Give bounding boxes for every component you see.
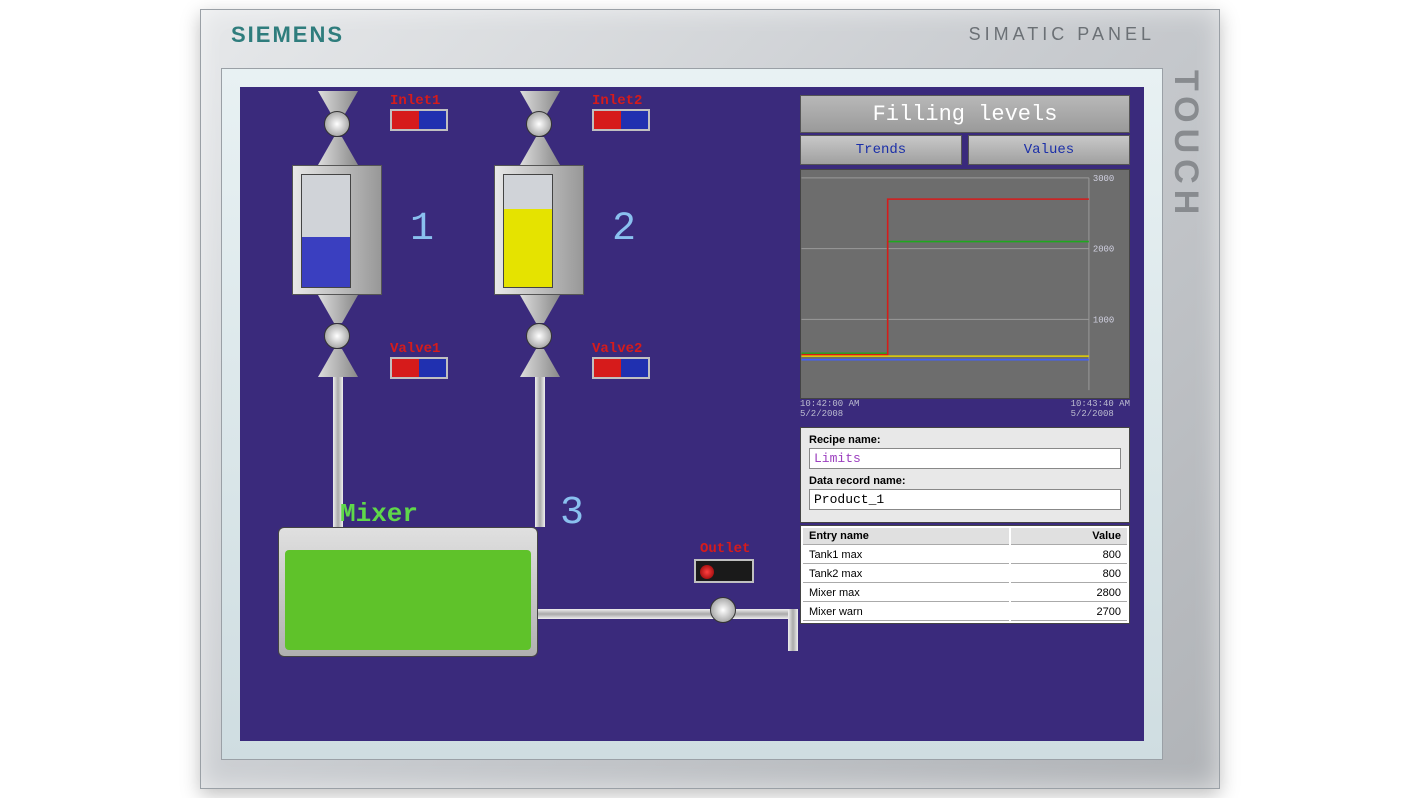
valve1-indicator[interactable] bbox=[390, 357, 448, 379]
valve2-cone-icon bbox=[520, 349, 560, 377]
filling-levels-title: Filling levels bbox=[800, 95, 1130, 133]
tank2-top-cone-icon bbox=[520, 137, 560, 165]
mixer-number: 3 bbox=[560, 491, 584, 536]
tank1-number: 1 bbox=[410, 207, 434, 252]
entry-name-cell: Tank1 max bbox=[803, 547, 1009, 564]
mixer-fill bbox=[285, 550, 531, 650]
inlet2-valve[interactable] bbox=[526, 111, 552, 137]
entry-value-cell: 2800 bbox=[1011, 585, 1127, 602]
chart-x-right: 10:43:40 AM 5/2/2008 bbox=[1071, 399, 1130, 419]
svg-text:3000: 3000 bbox=[1093, 174, 1114, 184]
table-row[interactable]: Tank2 max800 bbox=[803, 566, 1127, 583]
trend-chart-svg: 1000 2000 3000 bbox=[801, 170, 1129, 398]
tank1-fill bbox=[302, 237, 350, 287]
valve2[interactable] bbox=[526, 323, 552, 349]
table-row[interactable]: Tank1 max800 bbox=[803, 547, 1127, 564]
panel-model-label: SIMATIC PANEL bbox=[969, 24, 1155, 45]
tank1-sight-glass bbox=[301, 174, 351, 288]
recipe-name-field[interactable] bbox=[809, 448, 1121, 469]
data-record-label: Data record name: bbox=[809, 475, 906, 487]
recipe-panel: Recipe name: Data record name: bbox=[800, 427, 1130, 523]
valve1-cone-icon bbox=[318, 349, 358, 377]
chart-x-axis-labels: 10:42:00 AM 5/2/2008 10:43:40 AM 5/2/200… bbox=[800, 399, 1130, 419]
outlet-indicator[interactable] bbox=[694, 559, 754, 583]
trend-chart[interactable]: 1000 2000 3000 bbox=[800, 169, 1130, 399]
brand-logo: SIEMENS bbox=[231, 22, 344, 48]
tab-trends[interactable]: Trends bbox=[800, 135, 962, 165]
inlet2-indicator-blue bbox=[621, 111, 648, 129]
outlet-pipe bbox=[538, 609, 788, 619]
recipe-name-label: Recipe name: bbox=[809, 434, 881, 446]
inlet1-label: Inlet1 bbox=[390, 93, 440, 109]
chart-tabs: Trends Values bbox=[800, 135, 1130, 165]
col-value: Value bbox=[1011, 528, 1127, 545]
chart-x-left-time: 10:42:00 AM bbox=[800, 399, 859, 409]
pipe-tank2-to-mixer bbox=[535, 377, 545, 527]
tank2[interactable] bbox=[494, 165, 584, 295]
valve2-indicator[interactable] bbox=[592, 357, 650, 379]
tank1-top-cone-icon bbox=[318, 137, 358, 165]
mixer-label: Mixer bbox=[340, 499, 418, 529]
entry-value-cell: 800 bbox=[1011, 566, 1127, 583]
valve1-indicator-blue bbox=[419, 359, 446, 377]
inlet1-valve[interactable] bbox=[324, 111, 350, 137]
touch-label: TOUCH bbox=[1166, 70, 1205, 220]
device-bezel: SIEMENS SIMATIC PANEL TOUCH Inlet1 Inlet… bbox=[200, 9, 1220, 789]
entry-name-cell: Mixer warn bbox=[803, 604, 1009, 621]
svg-text:1000: 1000 bbox=[1093, 315, 1114, 325]
table-row[interactable]: Mixer max2800 bbox=[803, 585, 1127, 602]
table-row[interactable]: Mixer warn2700 bbox=[803, 604, 1127, 621]
valve1-indicator-red bbox=[392, 359, 419, 377]
tank2-fill bbox=[504, 209, 552, 287]
inner-frame: Inlet1 Inlet2 bbox=[221, 68, 1163, 760]
entry-value-cell: 2700 bbox=[1011, 604, 1127, 621]
valve1[interactable] bbox=[324, 323, 350, 349]
tank2-bottom-cone-icon bbox=[520, 295, 560, 323]
entry-value-cell: 800 bbox=[1011, 547, 1127, 564]
tab-values[interactable]: Values bbox=[968, 135, 1130, 165]
entries-table: Entry name Value Tank1 max800Tank2 max80… bbox=[800, 525, 1130, 624]
outlet-elbow-icon bbox=[788, 609, 798, 651]
process-diagram: Inlet1 Inlet2 bbox=[240, 87, 780, 741]
entry-name-cell: Mixer max bbox=[803, 585, 1009, 602]
inlet1-indicator-red bbox=[392, 111, 419, 129]
inlet2-label: Inlet2 bbox=[592, 93, 642, 109]
outlet-valve[interactable] bbox=[710, 597, 736, 623]
valve2-indicator-blue bbox=[621, 359, 648, 377]
inlet2-indicator-red bbox=[594, 111, 621, 129]
outlet-label: Outlet bbox=[700, 541, 750, 557]
chart-x-right-date: 5/2/2008 bbox=[1071, 409, 1114, 419]
tank1-bottom-cone-icon bbox=[318, 295, 358, 323]
tank2-number: 2 bbox=[612, 207, 636, 252]
chart-x-left-date: 5/2/2008 bbox=[800, 409, 843, 419]
svg-text:2000: 2000 bbox=[1093, 245, 1114, 255]
chart-x-right-time: 10:43:40 AM bbox=[1071, 399, 1130, 409]
tank1[interactable] bbox=[292, 165, 382, 295]
hmi-screen[interactable]: Inlet1 Inlet2 bbox=[240, 87, 1144, 741]
valve2-indicator-red bbox=[594, 359, 621, 377]
valve2-label: Valve2 bbox=[592, 341, 642, 357]
mixer-tank[interactable] bbox=[278, 527, 538, 657]
inlet1-indicator[interactable] bbox=[390, 109, 448, 131]
valve1-label: Valve1 bbox=[390, 341, 440, 357]
entry-name-cell: Tank2 max bbox=[803, 566, 1009, 583]
inlet1-indicator-blue bbox=[419, 111, 446, 129]
inlet2-indicator[interactable] bbox=[592, 109, 650, 131]
data-record-field[interactable] bbox=[809, 489, 1121, 510]
tank2-sight-glass bbox=[503, 174, 553, 288]
chart-x-left: 10:42:00 AM 5/2/2008 bbox=[800, 399, 859, 419]
col-entry-name: Entry name bbox=[803, 528, 1009, 545]
